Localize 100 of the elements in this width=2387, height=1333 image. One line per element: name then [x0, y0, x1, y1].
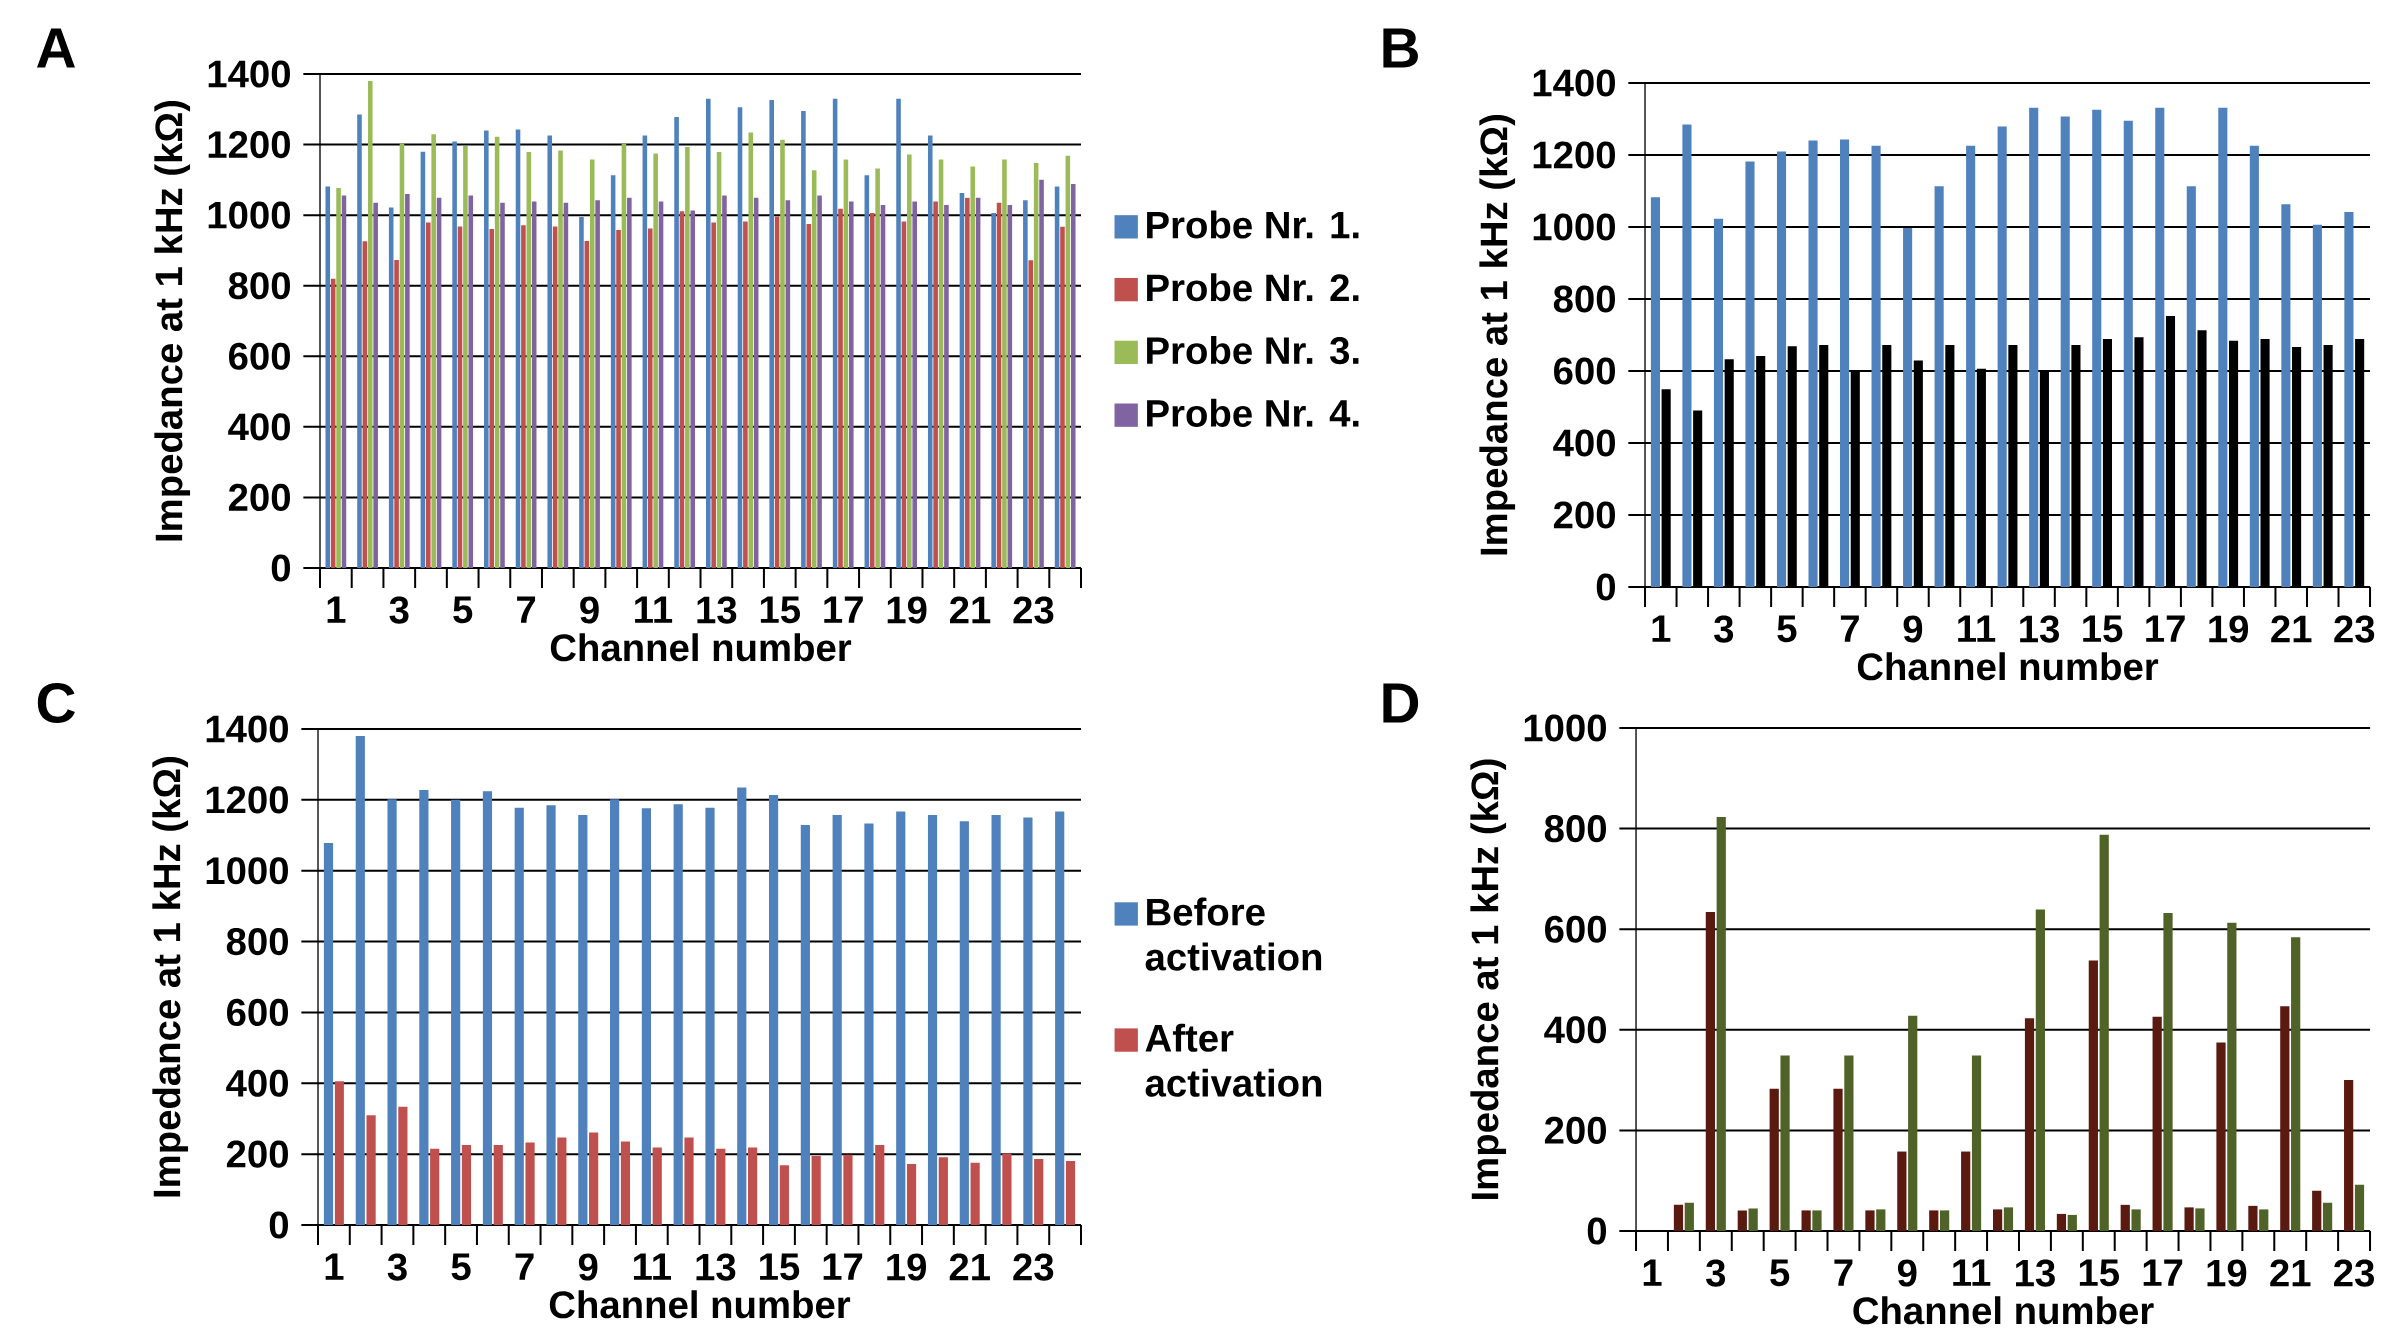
- bar: [1992, 1209, 2003, 1232]
- bar: [653, 153, 658, 569]
- bar: [1908, 1015, 1918, 1232]
- y-tick-label: 400: [1553, 429, 1616, 457]
- bar: [1961, 1151, 1971, 1232]
- legend-label: After activation: [1145, 1023, 1322, 1097]
- x-tick-label: 11: [635, 596, 673, 623]
- x-tick-label: 5: [1770, 1259, 1790, 1287]
- bar: [2312, 224, 2322, 588]
- bar: [323, 843, 334, 1226]
- bar: [711, 222, 716, 569]
- bar: [1682, 124, 1692, 588]
- bar: [779, 1165, 789, 1226]
- bar: [387, 799, 397, 1226]
- bar: [1903, 228, 1913, 588]
- bar: [579, 216, 584, 569]
- bar: [1650, 197, 1660, 588]
- bar: [398, 1106, 408, 1226]
- legend-label: Probe Nr. 2.: [1147, 273, 1359, 302]
- x-tick-label: 11: [633, 1253, 671, 1280]
- x-tick-label: 15: [2079, 1259, 2119, 1287]
- bar: [1060, 226, 1065, 569]
- chart-title: B: [1383, 28, 1418, 68]
- y-axis-title: Impedance at 1 kHz (kΩ): [152, 756, 189, 1197]
- x-tick-label: 1: [327, 596, 346, 623]
- bar: [2035, 909, 2045, 1232]
- bar: [875, 1144, 885, 1226]
- bar: [1737, 1210, 1747, 1232]
- x-tick-label: 13: [2020, 615, 2059, 643]
- x-axis-title: Channel number: [1853, 1296, 2154, 1325]
- legend-label: Before activation: [1145, 897, 1322, 971]
- bar: [2186, 186, 2196, 588]
- bar: [1844, 1055, 1854, 1232]
- bar: [1769, 1088, 1779, 1232]
- bar: [780, 139, 785, 569]
- bar: [1065, 1160, 1076, 1226]
- bar: [430, 1148, 440, 1226]
- bar: [500, 202, 505, 569]
- bar: [1039, 179, 1044, 569]
- bar: [2003, 1207, 2014, 1232]
- bar: [1934, 186, 1944, 588]
- bar: [2218, 107, 2228, 588]
- bar: [2155, 107, 2165, 588]
- x-tick-label: 9: [578, 1253, 598, 1281]
- y-tick-label: 1000: [206, 857, 288, 885]
- bar: [896, 811, 906, 1226]
- bar: [912, 201, 917, 569]
- chart-title: D: [1383, 683, 1419, 723]
- x-tick-label: 13: [2016, 1259, 2055, 1287]
- y-tick-label: 200: [1553, 501, 1616, 529]
- bar: [737, 787, 747, 1226]
- y-tick-label: 800: [1553, 285, 1616, 313]
- bar: [463, 145, 468, 569]
- bar: [325, 186, 331, 569]
- x-tick-label: 3: [389, 596, 409, 624]
- x-tick-label: 19: [887, 1253, 927, 1281]
- bar: [589, 159, 595, 569]
- bar: [722, 195, 727, 569]
- y-tick-label: 1200: [206, 786, 288, 814]
- bar: [2067, 1214, 2077, 1232]
- bar: [716, 1148, 726, 1226]
- bar: [869, 213, 875, 569]
- x-tick-label: 5: [1777, 615, 1797, 643]
- bar: [685, 147, 690, 569]
- bar: [1876, 1209, 1886, 1232]
- x-tick-label: 7: [515, 1253, 534, 1280]
- bar: [647, 228, 653, 569]
- bar: [768, 794, 779, 1226]
- bar: [843, 1154, 853, 1226]
- y-tick-label: 600: [227, 998, 288, 1026]
- bar: [419, 789, 429, 1226]
- bar: [589, 1132, 599, 1226]
- bar: [355, 736, 365, 1226]
- chart-title: C: [37, 682, 75, 724]
- y-tick-label: 1200: [208, 131, 290, 159]
- bar: [452, 141, 457, 569]
- bar: [811, 1155, 821, 1226]
- bar: [705, 98, 711, 569]
- bar: [2354, 1184, 2365, 1232]
- bar: [2024, 1018, 2035, 1232]
- y-axis-title: Impedance at 1 kHz (kΩ): [154, 100, 191, 541]
- y-tick-label: 800: [226, 928, 288, 956]
- bar: [684, 1137, 694, 1226]
- bar: [748, 132, 754, 569]
- bar: [1776, 151, 1787, 588]
- x-axis-title: Channel number: [1857, 652, 2159, 681]
- x-tick-label: 5: [451, 1253, 471, 1281]
- bar: [2123, 120, 2133, 588]
- x-tick-label: 17: [2146, 615, 2185, 642]
- bar: [1705, 912, 1715, 1232]
- bar: [705, 807, 715, 1226]
- bar: [1070, 184, 1076, 569]
- bar: [1940, 1210, 1950, 1232]
- bar: [1997, 126, 2007, 588]
- bar: [769, 100, 774, 569]
- y-tick-label: 1000: [1533, 213, 1616, 241]
- bar: [864, 823, 874, 1226]
- bar: [357, 114, 362, 569]
- bar: [674, 117, 679, 569]
- bar: [652, 1147, 662, 1226]
